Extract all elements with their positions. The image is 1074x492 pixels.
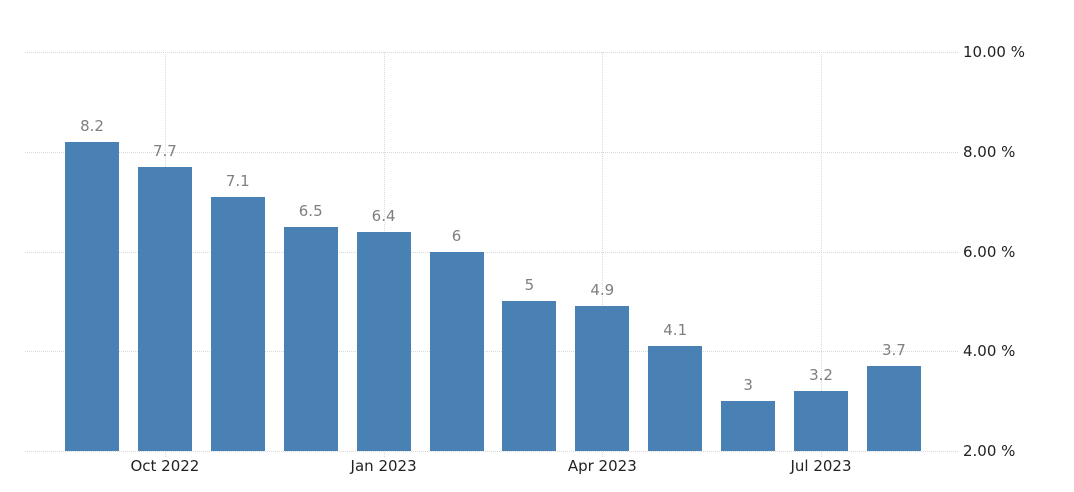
y-axis-tick-label: 2.00 % xyxy=(963,442,1016,460)
bar-value-label: 4.9 xyxy=(590,281,615,300)
bar-value-label: 3.2 xyxy=(809,366,833,385)
bar xyxy=(210,196,265,451)
x-axis-tick-label: Oct 2022 xyxy=(130,457,200,475)
h-gridline xyxy=(25,251,958,253)
h-gridline xyxy=(25,52,958,53)
bar xyxy=(575,306,630,451)
bar xyxy=(429,251,484,451)
v-gridline xyxy=(821,52,822,457)
y-axis-tick-label: 6.00 % xyxy=(963,242,1016,261)
h-gridline xyxy=(25,151,958,153)
bar xyxy=(866,366,921,451)
bar xyxy=(65,141,119,451)
plot-area: 8.2 7.7 7.1 6.5 6.4 6 5 4.9 4.1 3 3.2 3.7 xyxy=(25,52,958,457)
bar-value-label: 3 xyxy=(743,376,753,395)
bar xyxy=(137,166,192,451)
bar-value-label: 7.7 xyxy=(152,141,177,160)
bar xyxy=(283,226,338,451)
bar xyxy=(502,301,557,451)
x-axis-tick-label: Apr 2023 xyxy=(567,457,637,475)
h-gridline xyxy=(25,351,958,353)
bar xyxy=(648,346,703,451)
y-axis-tick-label: 10.00 % xyxy=(963,43,1025,61)
bar xyxy=(794,391,848,451)
bar-value-label: 7.1 xyxy=(225,171,250,190)
bar-value-label: 3.7 xyxy=(881,341,906,360)
y-axis-tick-label: 8.00 % xyxy=(963,142,1016,161)
h-gridline xyxy=(25,451,958,452)
bar-value-label: 4.1 xyxy=(663,321,688,340)
bar-value-label: 5 xyxy=(524,276,535,295)
bar-value-label: 6 xyxy=(451,226,462,245)
x-axis-tick-label: Jul 2023 xyxy=(790,457,852,475)
y-axis-tick-label: 4.00 % xyxy=(963,342,1016,361)
bar xyxy=(356,231,411,451)
v-gridline xyxy=(602,52,604,457)
x-axis-tick-label: Jan 2023 xyxy=(350,457,417,475)
bar-value-label: 8.2 xyxy=(80,116,104,135)
bar-value-label: 6.4 xyxy=(371,206,396,225)
bar xyxy=(721,401,776,451)
bar-value-label: 6.5 xyxy=(298,201,323,220)
